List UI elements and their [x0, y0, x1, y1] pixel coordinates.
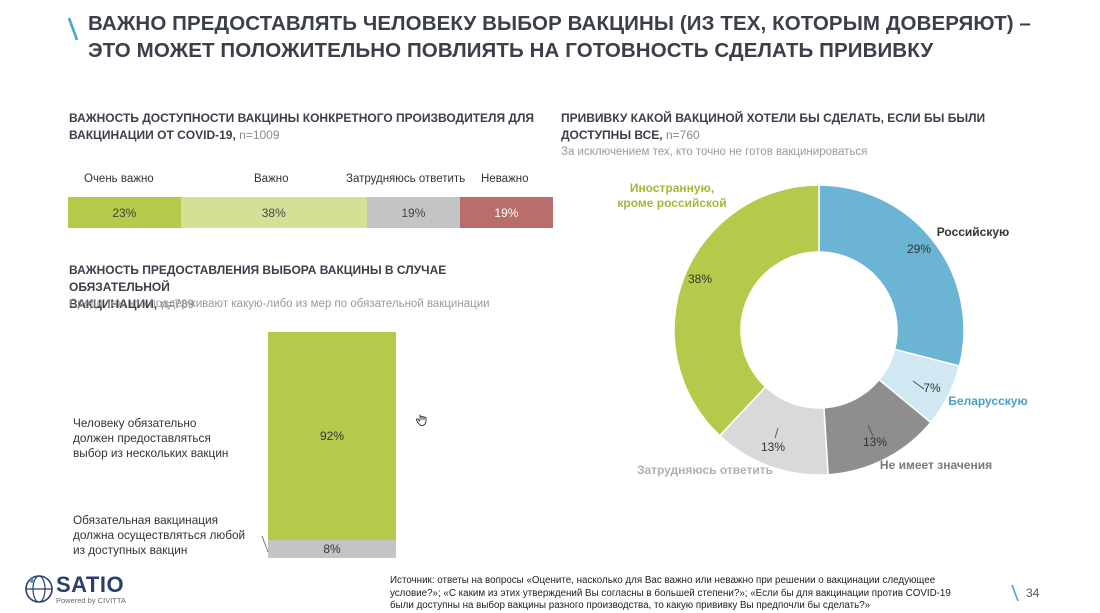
- chart3-category-label-5-line-1: Иностранную,: [630, 181, 714, 195]
- chart1-value-label-3: 19%: [401, 205, 426, 220]
- satio-logo-icon: [25, 575, 53, 603]
- chart3-title: ПРИВИВКУ КАКОЙ ВАКЦИНОЙ ХОТЕЛИ БЫ СДЕЛАТ…: [561, 110, 1001, 144]
- chart2-category-label-1-line-1: Человеку обязательно: [73, 416, 197, 430]
- chart2-category-label-1-line-2: должен предоставляться: [73, 431, 211, 445]
- chart1-title-line-2: ВАКЦИНАЦИИ ОТ COVID-19,: [69, 128, 236, 142]
- chart3-leader-line-1: [912, 380, 925, 390]
- page-title-line-1: ВАЖНО ПРЕДОСТАВЛЯТЬ ЧЕЛОВЕКУ ВЫБОР ВАКЦИ…: [88, 12, 1031, 35]
- chart3-value-label-3: 13%: [863, 435, 887, 449]
- title-accent-slash: [67, 17, 79, 41]
- source-line-2: условие?»; «С каким из этих утверждений …: [390, 587, 951, 599]
- chart3-leader-line-2: [867, 424, 874, 437]
- chart2-category-label-2: Обязательная вакцинация должна осуществля…: [73, 513, 245, 558]
- chart1-title-line-1: ВАЖНОСТЬ ДОСТУПНОСТИ ВАКЦИНЫ КОНКРЕТНОГО…: [69, 111, 535, 125]
- chart3-leader-line-3: [774, 427, 779, 439]
- chart2-subtitle: Среди тех, кто поддерживают какую-либо и…: [69, 298, 490, 310]
- chart2-value-label-1: 92%: [319, 428, 345, 443]
- chart3-subtitle: За исключением тех, кто точно не готов в…: [561, 146, 868, 158]
- chart2-category-label-1: Человеку обязательно должен предоставлять…: [73, 416, 228, 461]
- logo-subtext: Powered by CIVITTA: [56, 596, 126, 605]
- page-number-slash: [1011, 584, 1019, 602]
- chart3-title-line-1: ПРИВИВКУ КАКОЙ ВАКЦИНОЙ ХОТЕЛИ БЫ СДЕЛАТ…: [561, 111, 986, 125]
- chart1-value-label-1: 23%: [112, 205, 137, 220]
- chart1-title: ВАЖНОСТЬ ДОСТУПНОСТИ ВАКЦИНЫ КОНКРЕТНОГО…: [69, 110, 539, 144]
- chart1-bar-2: 38%: [180, 197, 367, 228]
- chart1-category-label-4: Неважно: [481, 173, 529, 185]
- chart3-category-label-3: Не имеет значения: [880, 458, 992, 472]
- chart3-value-label-2: 7%: [923, 381, 941, 395]
- chart2-category-label-2-line-1: Обязательная вакцинация: [73, 513, 218, 527]
- source-line-3: были доступны на выбор вакцины разного п…: [390, 600, 871, 611]
- chart1-category-label-3: Затрудняюсь ответить: [346, 173, 466, 185]
- chart1-category-label-2: Важно: [254, 173, 289, 185]
- hand-pointer-icon: [415, 414, 427, 426]
- source-line-1: Источник: ответы на вопросы «Оцените, на…: [390, 575, 936, 586]
- chart3-category-label-2: Беларусскую: [948, 394, 1027, 408]
- chart1-value-label-4: 19%: [494, 205, 519, 220]
- chart1-bar-1: 23%: [68, 197, 181, 228]
- chart1-bar-4: 19%: [459, 197, 553, 228]
- chart3-value-label-1: 29%: [907, 242, 931, 256]
- chart2-category-label-2-line-2: должна осуществляться любой: [73, 528, 246, 542]
- chart1-bar-3: 19%: [366, 197, 460, 228]
- chart3-category-label-5: Иностранную, кроме российской: [617, 181, 726, 210]
- chart2-category-label-1-line-3: выбор из нескольких вакцин: [73, 446, 229, 460]
- chart2-category-label-2-line-3: из доступных вакцин: [73, 543, 188, 557]
- chart3-category-label-1: Российскую: [937, 225, 1010, 239]
- chart3-category-label-4: Затрудняюсь ответить: [637, 463, 773, 477]
- source-note: Источник: ответы на вопросы «Оцените, на…: [390, 575, 1000, 613]
- chart3-value-label-4: 13%: [761, 440, 785, 454]
- chart2-title-line-2: ВАКЦИНАЦИИ,: [69, 297, 158, 311]
- chart1-n: n=1009: [239, 128, 280, 142]
- chart3-value-label-5: 38%: [688, 272, 712, 286]
- chart1-value-label-2: 38%: [261, 205, 286, 220]
- chart2-bar-1: 92%: [268, 332, 396, 540]
- chart3-n: n=760: [665, 128, 700, 142]
- page-title-line-2: ЭТО МОЖЕТ ПОЛОЖИТЕЛЬНО ПОВЛИЯТЬ НА ГОТОВ…: [88, 39, 934, 62]
- chart3-category-label-5-line-2: кроме российской: [617, 196, 726, 210]
- page-title: ВАЖНО ПРЕДОСТАВЛЯТЬ ЧЕЛОВЕКУ ВЫБОР ВАКЦИ…: [88, 10, 1048, 64]
- chart3-slice-5: [673, 184, 820, 437]
- page-number: 34: [1026, 586, 1040, 600]
- chart1-category-label-1: Очень важно: [84, 173, 154, 185]
- chart2-n: n=789: [160, 297, 195, 311]
- chart3-title-line-2: ДОСТУПНЫ ВСЕ,: [561, 128, 663, 142]
- chart2-title-line-1: ВАЖНОСТЬ ПРЕДОСТАВЛЕНИЯ ВЫБОРА ВАКЦИНЫ В…: [69, 263, 447, 294]
- chart2-value-label-2: 8%: [323, 541, 341, 556]
- logo-text: SATIO: [56, 572, 125, 597]
- chart2-bar-2: 8%: [268, 539, 396, 558]
- chart2-title: ВАЖНОСТЬ ПРЕДОСТАВЛЕНИЯ ВЫБОРА ВАКЦИНЫ В…: [69, 262, 549, 313]
- chart3-slice-1: [818, 184, 965, 367]
